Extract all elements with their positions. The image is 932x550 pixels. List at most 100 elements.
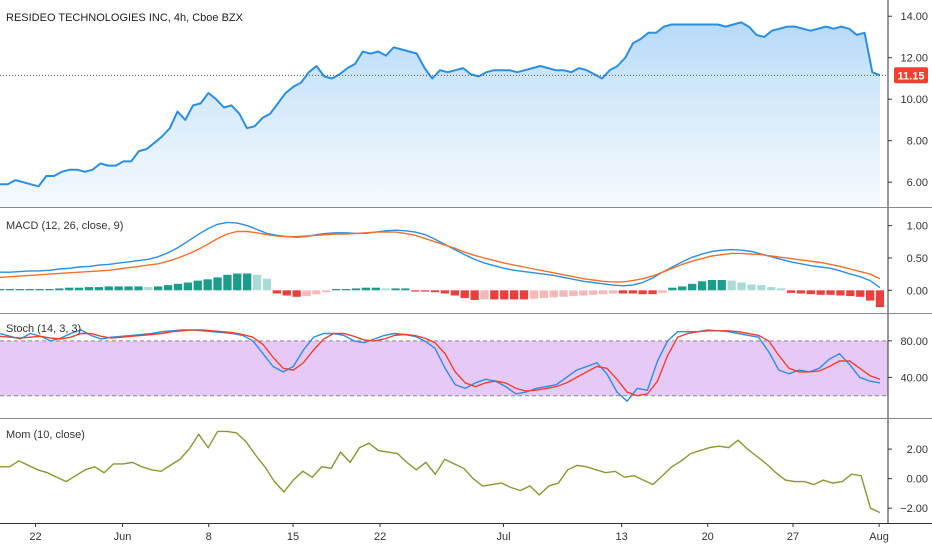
x-tick-label: 27 [787,531,799,543]
macd-histogram-bar [302,290,311,297]
macd-histogram-bar [866,290,875,301]
chart-frame [0,0,932,524]
macd-histogram-bar [262,278,272,291]
macd-histogram-bar [272,290,281,294]
macd-histogram-bar [401,288,410,291]
price-pane[interactable] [0,21,888,208]
macd-histogram-bar [589,290,598,295]
y-tick-label: 1.00 [907,221,928,233]
x-tick-label: 13 [615,531,627,543]
macd-histogram-bar [134,286,143,291]
macd-histogram-bar [668,287,677,291]
last-price-label: 11.15 [898,70,925,82]
last-price-tag-bg [894,67,928,84]
macd-histogram-bar [25,289,34,291]
macd-histogram-bar [183,282,192,291]
macd-histogram-bar [341,289,351,291]
macd-histogram-bar [777,288,786,291]
macd-histogram-bar [747,284,756,291]
macd-histogram-bar [658,290,667,293]
macd-pane[interactable] [0,221,885,308]
x-tick-label: 8 [206,531,212,543]
x-tick-label: Jul [496,531,510,543]
macd-histogram-bar [252,274,262,291]
y-tick-label: 8.00 [907,136,928,148]
macd-histogram-bar [94,287,103,291]
macd-histogram-bar [599,290,608,295]
macd-histogram-bar [697,281,707,291]
macd-histogram-bar [114,286,123,291]
macd-histogram-bar [104,286,113,291]
macd-histogram-bar [361,287,370,291]
price-line [0,21,881,188]
macd-histogram-bar [816,290,825,295]
macd-histogram-bar [15,289,24,291]
macd-histogram-bar [213,277,222,291]
y-tick-label: 40.00 [900,372,928,384]
y-tick-label: 14.00 [900,11,928,23]
macd-histogram-bar [618,290,628,294]
macd-histogram-bar [648,290,657,295]
y-tick-label: 0.00 [907,474,928,486]
stoch-pane[interactable] [0,329,888,403]
macd-histogram-bar [786,290,796,293]
macd-histogram-bar [539,290,548,299]
macd-histogram-bar [688,283,697,291]
macd-histogram-bar [55,288,64,291]
x-tick-label: 22 [374,531,386,543]
macd-histogram-bar [836,290,845,296]
x-tick-label: Aug [869,531,889,543]
macd-histogram-bar [45,289,54,291]
macd-histogram-bar [371,287,380,291]
macd-histogram-bar [500,290,509,300]
macd-histogram-bar [717,280,726,291]
macd-histogram-bar [628,290,637,294]
chart-title: RESIDEO TECHNOLOGIES INC, 4h, Cboe BZX [6,12,244,24]
macd-histogram-bar [490,290,499,300]
macd-histogram-bar [470,290,479,300]
y-tick-label: 80.00 [900,336,928,348]
x-tick-label: 22 [29,531,41,543]
macd-histogram-bar [312,290,321,295]
y-tick-label: 0.50 [907,253,928,265]
macd-histogram-bar [460,290,469,299]
macd-histogram-bar [875,290,885,308]
macd-histogram-bar [243,273,252,291]
macd-histogram-bar [0,289,5,291]
macd-histogram-bar [223,274,232,291]
macd-histogram-bar [351,288,361,291]
macd-histogram-bar [332,289,341,291]
macd-histogram-bar [678,286,687,291]
macd-histogram-bar [608,290,618,294]
macd-histogram-bar [796,290,805,294]
macd-histogram-bar [450,290,459,296]
stoch-title: Stoch (14, 3, 3) [6,323,81,335]
macd-title: MACD (12, 26, close, 9) [6,220,123,232]
macd-histogram-bar [421,290,430,292]
macd-histogram-bar [173,283,183,291]
macd-histogram-bar [856,290,865,297]
macd-histogram-bar [559,290,568,297]
macd-histogram-bar [757,285,766,291]
momentum-title: Mom (10, close) [6,429,85,441]
x-tick-label: Jun [114,531,132,543]
y-tick-label: 10.00 [900,94,928,106]
macd-histogram-bar [124,286,133,291]
y-tick-label: 6.00 [907,177,928,189]
macd-histogram-bar [826,290,835,295]
macd-histogram-bar [154,286,163,291]
macd-histogram-bar [569,290,578,297]
y-tick-label: 0.00 [907,285,928,297]
macd-histogram-bar [549,290,558,298]
price-area-fill [0,22,880,208]
y-axis-ticks: 14.00 12.00 10.00 8.00 6.00 1.00 0.50 0.00 80.00… [888,11,928,515]
x-axis-ticks[interactable]: 22 Jun 8 15 22 Jul 13 20 27 Aug [29,523,889,543]
macd-histogram-bar [144,287,153,291]
macd-histogram-bar [727,280,736,291]
y-tick-label: 12.00 [900,53,928,65]
momentum-pane[interactable] [0,430,881,514]
x-tick-label: 15 [287,531,299,543]
stoch-band [0,340,888,396]
macd-histogram-bar [35,289,44,291]
macd-histogram-bar [381,288,390,291]
